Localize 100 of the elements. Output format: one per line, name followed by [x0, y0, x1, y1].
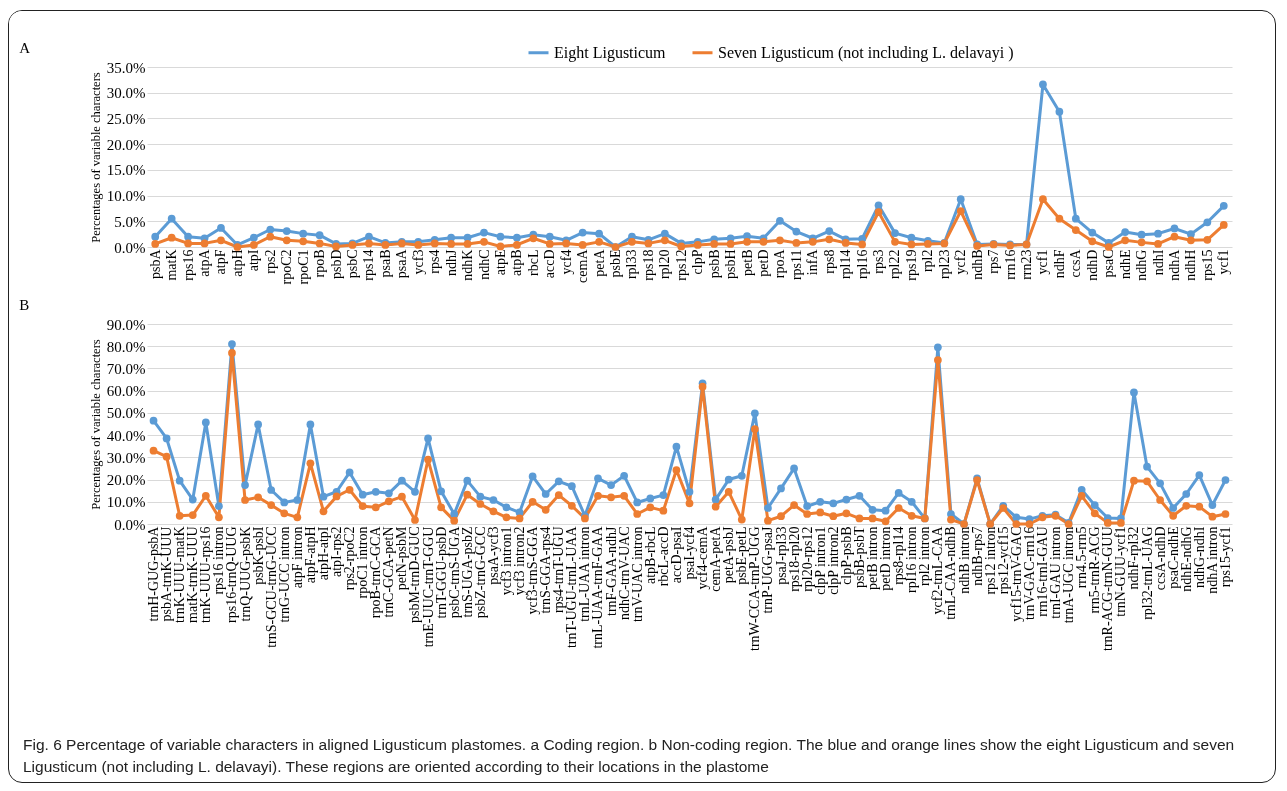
- x-tick-label: atpI-rps2: [329, 526, 345, 578]
- x-tick-label: trnK-UUU-rps16: [198, 526, 214, 623]
- y-tick-label: 40.0%: [106, 427, 146, 444]
- x-tick-label: rpl14: [838, 249, 854, 280]
- y-tick-label: 10.0%: [106, 494, 146, 511]
- y-tick-label: 30.0%: [106, 85, 146, 102]
- x-tick-label: petB: [739, 249, 755, 276]
- x-tick-label: psaB: [377, 249, 393, 278]
- x-tick-label: ycf1: [1035, 249, 1051, 275]
- x-tick-label: psaA-ycf3: [485, 526, 501, 585]
- y-tick-label: 80.0%: [106, 338, 146, 355]
- x-tick-label: rps16: [180, 249, 196, 281]
- x-tick-label: trnT-GGU-psbD: [433, 526, 449, 619]
- y-tick-label: 5.0%: [114, 213, 146, 230]
- y-tick-label: 35.0%: [106, 59, 146, 76]
- x-tick-label: rpoC1: [295, 249, 311, 285]
- x-tick-label: atpI: [246, 249, 262, 272]
- x-tick-label: psbA: [147, 248, 163, 280]
- x-tick-label: rpl33: [624, 249, 640, 280]
- x-tick-label: trnV-UAC intron: [629, 526, 645, 623]
- x-tick-label: ndhJ: [443, 248, 459, 276]
- x-tick-label: psbD: [328, 249, 344, 280]
- x-tick-label: psaI-ycf4: [682, 526, 697, 580]
- x-tick-label: rps3: [871, 249, 887, 274]
- y-axis-title: Percentages of variable characters: [88, 72, 103, 243]
- x-tick-label: psaA: [394, 248, 410, 279]
- y-tick-label: 20.0%: [106, 136, 146, 153]
- x-tick-label: rrn5-trnR-ACG: [1087, 526, 1103, 614]
- x-tick-label: rps2: [262, 249, 278, 274]
- x-tick-label: infA: [805, 248, 821, 276]
- x-tick-label: rps15: [1199, 249, 1215, 281]
- x-tick-label: rpl23: [936, 249, 952, 280]
- text: A: [19, 40, 31, 56]
- y-tick-label: 0.0%: [114, 516, 146, 533]
- x-tick-label: ndhC: [476, 249, 492, 280]
- x-tick-label: psbC: [344, 249, 360, 279]
- y-tick-label: 50.0%: [106, 405, 146, 422]
- y-tick-label: 0.0%: [114, 239, 146, 256]
- x-tick-label: rpoC2: [279, 249, 295, 285]
- x-tick-label: rps8-rpl14: [891, 526, 907, 585]
- legend-label: Seven Ligusticum (not including L. delavayi ): [718, 43, 1014, 62]
- x-tick-label: trnL-UAA-trnF-GAA: [590, 525, 606, 649]
- x-tick-label: ndhC-trnV-UAC: [616, 526, 632, 621]
- x-tick-label: psbE: [608, 249, 624, 278]
- x-tick-label: ndhH: [1183, 249, 1199, 281]
- x-tick-label: atpB: [509, 249, 525, 276]
- y-tick-label: 20.0%: [106, 472, 146, 489]
- x-tick-label: matK: [164, 249, 180, 281]
- x-tick-label: atpB-rbcL: [642, 526, 658, 585]
- x-tick-label: psbB: [706, 249, 722, 279]
- x-tick-label: atpA: [197, 248, 213, 277]
- x-tick-label: ndhB intron: [956, 526, 972, 594]
- x-tick-label: rps11: [788, 249, 804, 281]
- x-tick-label: rbcL: [525, 249, 541, 276]
- x-tick-label: rps18: [640, 249, 656, 281]
- x-tick-label: rrn16-trnI-GAU: [1034, 526, 1050, 617]
- x-tick-label: psaC-ndhE: [1165, 526, 1181, 589]
- x-tick-label: trnN-GUU-ycf1: [1113, 526, 1129, 617]
- x-tick-label: atpH: [229, 249, 245, 277]
- x-tick-label: trnA-UGC intron: [1061, 526, 1077, 624]
- x-tick-label: ndhB-rps7: [969, 526, 985, 586]
- x-tick-label: rps15-ycf1: [1217, 526, 1233, 588]
- y-tick-label: 25.0%: [106, 110, 146, 127]
- x-tick-label: trnG-UCC intron: [276, 526, 292, 623]
- x-tick-label: rpoA: [772, 248, 788, 279]
- text: B: [19, 297, 30, 313]
- x-tick-label: rpoB: [312, 249, 328, 278]
- x-tick-label: atpE: [492, 249, 508, 276]
- y-tick-label: 30.0%: [106, 449, 146, 466]
- x-tick-label: trnP-UGG-psaJ: [760, 525, 776, 614]
- x-tick-label: ndhG-ndhI: [1191, 526, 1207, 588]
- x-tick-label: ycf2-trnL-CAA: [930, 525, 946, 615]
- x-tick-label: ndhA: [1166, 248, 1182, 281]
- x-tick-label: rrn23: [1019, 249, 1035, 280]
- x-tick-label: matK-trnK-UUU: [185, 526, 201, 623]
- x-tick-label: trnI-GAU intron: [1048, 526, 1064, 619]
- y-tick-label: 15.0%: [106, 162, 146, 179]
- x-tick-label: accD: [542, 249, 558, 279]
- x-tick-label: trnH-GUG-psbA: [146, 525, 162, 622]
- legend-label: Eight Ligusticum: [554, 43, 667, 62]
- x-tick-label: trnV-GAC-rrn16: [1021, 526, 1037, 621]
- x-tick-label: psbH: [723, 249, 739, 280]
- caption: Fig. 6 Percentage of variable characters in aligned Ligusticum plastomes. a Coding region. b Non-coding region. The blue and orange lines show the eight Ligusticum and seven Ligusticum (not including L. delavayi). These regions are oriented according to their locations in the plastome: [23, 735, 1236, 777]
- x-tick-label: rpl2 intron: [917, 526, 933, 586]
- y-axis-title: Percentages of variable characters: [88, 339, 103, 510]
- x-tick-label: ycf1: [1216, 249, 1232, 275]
- x-tick-label: ndhI: [1150, 249, 1166, 276]
- x-tick-label: ycf4: [558, 249, 574, 275]
- y-tick-label: 70.0%: [106, 360, 146, 377]
- x-tick-label: rpl16: [854, 249, 870, 280]
- x-tick-label: trnF-GAA-ndhJ: [603, 525, 619, 616]
- x-tick-label: ycf3 intron2: [512, 526, 528, 596]
- x-tick-label: trnL-UAA intron: [577, 526, 593, 622]
- y-tick-label: 10.0%: [106, 188, 146, 205]
- x-tick-label: rpl2: [920, 249, 936, 273]
- x-tick-label: ndhA intron: [1204, 526, 1220, 594]
- x-tick-label: ycf4-cemA: [695, 525, 711, 590]
- x-tick-label: atpF intron: [289, 526, 305, 589]
- x-tick-label: rps14: [361, 249, 377, 281]
- x-tick-label: accD-psaI: [668, 526, 684, 584]
